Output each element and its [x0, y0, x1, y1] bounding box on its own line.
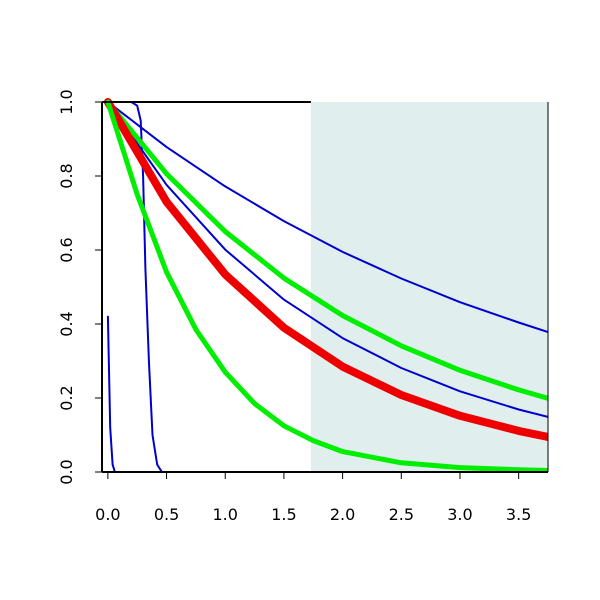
series-line-5 [105, 99, 548, 401]
shaded-region-layer [310, 102, 548, 472]
y-tick-label: 0.8 [57, 163, 76, 188]
x-tick-label: 1.5 [271, 505, 296, 524]
x-tick-label: 3.5 [506, 505, 531, 524]
axes-layer [101, 101, 549, 473]
y-tick-label: 0.4 [57, 311, 76, 336]
series-layer [103, 98, 548, 473]
series-line-6 [103, 98, 548, 441]
x-tick-label: 2.5 [389, 505, 414, 524]
shaded-region [310, 102, 548, 472]
series-line-4 [106, 101, 548, 418]
series-line-2 [106, 101, 548, 473]
x-tick-label: 1.0 [213, 505, 238, 524]
x-tick-label: 0.5 [154, 505, 179, 524]
y-tick-label: 1.0 [57, 89, 76, 114]
x-tick-label: 2.0 [330, 505, 355, 524]
series-line-7 [105, 99, 548, 473]
y-tick-label: 0.6 [57, 237, 76, 262]
ticks-layer: 0.0 0.5 1.0 1.5 2.0 2.5 3.0 3.5 0.0 0.2 0.4 0.6 0.8 1… [57, 89, 531, 524]
x-tick-label: 3.0 [447, 505, 472, 524]
y-tick-label: 0.2 [57, 385, 76, 410]
x-tick-label: 0.0 [95, 505, 120, 524]
series-line-3 [106, 101, 548, 334]
y-tick-label: 0.0 [57, 459, 76, 484]
